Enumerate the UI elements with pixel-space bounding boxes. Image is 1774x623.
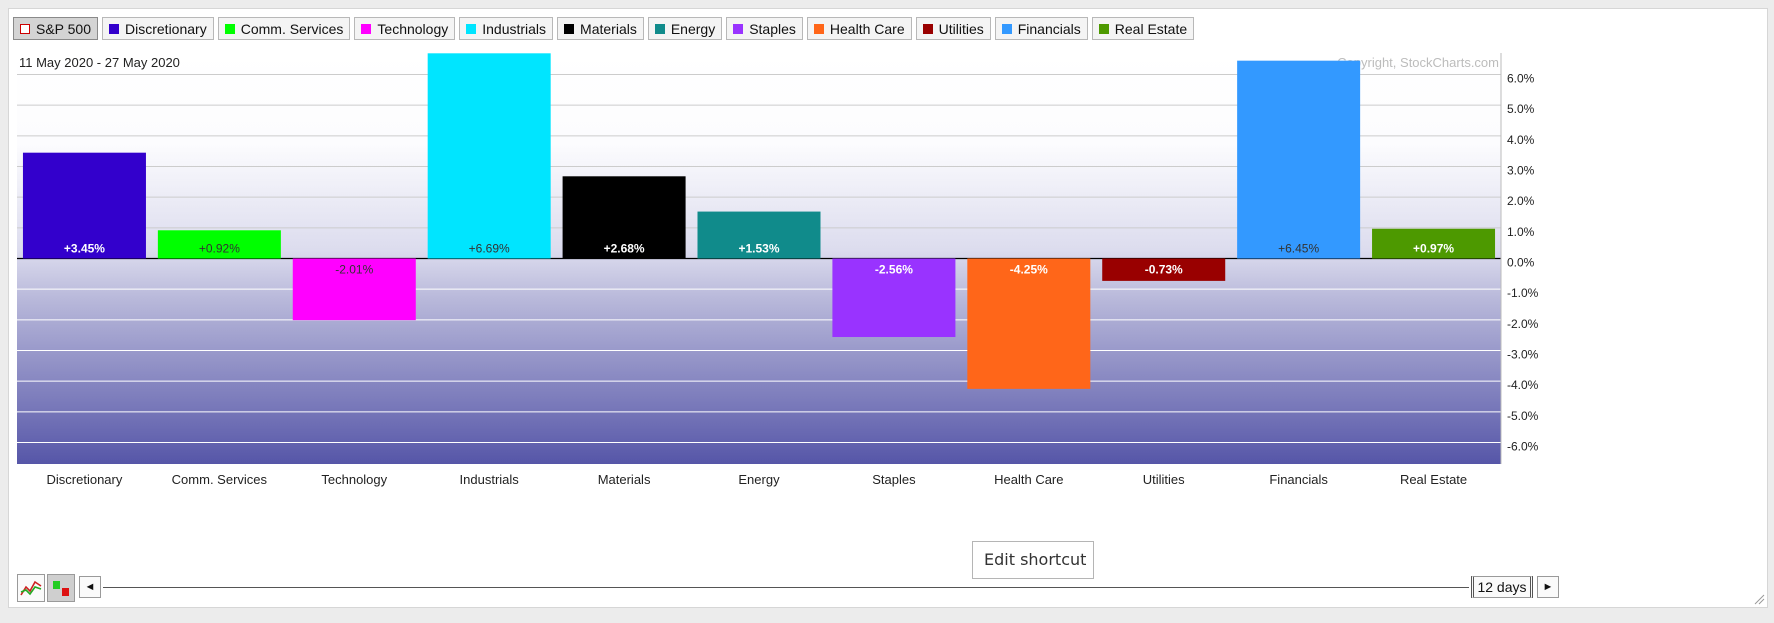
chart-frame: S&P 500 Discretionary Comm. Services Techno… bbox=[8, 8, 1768, 608]
sector-legend: S&P 500 Discretionary Comm. Services Techno… bbox=[13, 17, 1195, 41]
sector-performance-chart: 6.0% 5.0% 4.0% 3.0% 2.0% 1.0% 0.0% -1.0% -2.0% -3… bbox=[17, 53, 1539, 487]
legend-label: Comm. Services bbox=[240, 20, 344, 37]
legend-swatch-icon bbox=[466, 23, 477, 34]
legend-item-real-estate[interactable]: Real Estate bbox=[1091, 17, 1195, 40]
category-label: Health Care bbox=[994, 472, 1063, 487]
bar-discretionary bbox=[22, 152, 146, 259]
bar-value-label: +3.45% bbox=[64, 242, 105, 256]
category-label: Financials bbox=[1269, 472, 1328, 487]
legend-item-utilities[interactable]: Utilities bbox=[915, 17, 991, 40]
legend-label: Discretionary bbox=[125, 20, 207, 37]
chart-controls: ◄ 12 days ► bbox=[13, 574, 1763, 602]
legend-label: Technology bbox=[377, 20, 449, 37]
scroll-right-button[interactable]: ► bbox=[1537, 576, 1559, 598]
bar-value-label: +2.68% bbox=[604, 242, 645, 256]
y-tick-label: 1.0% bbox=[1507, 225, 1535, 239]
period-selector[interactable]: 12 days bbox=[1471, 576, 1533, 598]
legend-swatch-icon bbox=[654, 23, 665, 34]
bar-value-label: -0.73% bbox=[1145, 263, 1183, 277]
y-tick-label: 2.0% bbox=[1507, 194, 1535, 208]
category-label: Comm. Services bbox=[172, 472, 268, 487]
bar-staples bbox=[832, 258, 956, 338]
legend-swatch-icon bbox=[109, 23, 120, 34]
bar-comm-services bbox=[157, 230, 281, 259]
line-chart-toggle-icon[interactable] bbox=[17, 574, 45, 602]
legend-item-health-care[interactable]: Health Care bbox=[806, 17, 912, 40]
bar-chart-toggle-icon[interactable] bbox=[47, 574, 75, 602]
legend-item-s-p-500[interactable]: S&P 500 bbox=[13, 17, 99, 40]
category-label: Energy bbox=[738, 472, 780, 487]
category-label: Discretionary bbox=[47, 472, 123, 487]
legend-item-energy[interactable]: Energy bbox=[647, 17, 723, 40]
bar-energy bbox=[697, 211, 821, 259]
bar-value-label: -2.01% bbox=[335, 263, 373, 277]
legend-swatch-icon bbox=[1098, 23, 1109, 34]
legend-label: Real Estate bbox=[1114, 20, 1188, 37]
y-tick-label: -4.0% bbox=[1507, 378, 1539, 392]
bar-value-label: +0.92% bbox=[199, 242, 240, 256]
scroll-left-button[interactable]: ◄ bbox=[79, 576, 101, 598]
legend-swatch-icon bbox=[733, 23, 744, 34]
legend-swatch-icon bbox=[1001, 23, 1012, 34]
category-label: Utilities bbox=[1143, 472, 1185, 487]
bar-value-label: +0.97% bbox=[1413, 242, 1454, 256]
y-tick-label: 3.0% bbox=[1507, 163, 1535, 177]
y-tick-label: 4.0% bbox=[1507, 133, 1535, 147]
legend-swatch-icon bbox=[813, 23, 824, 34]
category-label: Materials bbox=[598, 472, 651, 487]
legend-label: S&P 500 bbox=[36, 20, 92, 37]
bar-utilities bbox=[1102, 258, 1226, 281]
legend-swatch-icon bbox=[224, 23, 235, 34]
category-label: Real Estate bbox=[1400, 472, 1467, 487]
bar-technology bbox=[292, 258, 416, 321]
legend-item-financials[interactable]: Financials bbox=[994, 17, 1088, 40]
y-tick-label: -1.0% bbox=[1507, 286, 1539, 300]
y-tick-label: 6.0% bbox=[1507, 71, 1535, 85]
legend-item-comm-services[interactable]: Comm. Services bbox=[217, 17, 351, 40]
legend-label: Industrials bbox=[482, 20, 547, 37]
resize-grip-icon[interactable] bbox=[1753, 593, 1765, 605]
bar-value-label: +1.53% bbox=[738, 242, 779, 256]
legend-item-industrials[interactable]: Industrials bbox=[459, 17, 554, 40]
bar-financials bbox=[1237, 60, 1361, 259]
legend-label: Health Care bbox=[829, 20, 905, 37]
copyright-text: Copyright, StockCharts.com bbox=[1337, 55, 1499, 70]
legend-item-staples[interactable]: Staples bbox=[726, 17, 803, 40]
y-tick-label: 5.0% bbox=[1507, 102, 1535, 116]
legend-swatch-icon bbox=[20, 23, 30, 34]
legend-label: Financials bbox=[1017, 20, 1081, 37]
legend-label: Materials bbox=[580, 20, 637, 37]
timeline-slider-track[interactable] bbox=[103, 587, 1469, 588]
legend-swatch-icon bbox=[922, 23, 933, 34]
category-label: Industrials bbox=[460, 472, 520, 487]
y-tick-label: -2.0% bbox=[1507, 317, 1539, 331]
bar-value-label: +6.69% bbox=[469, 242, 510, 256]
legend-swatch-icon bbox=[564, 23, 575, 34]
legend-item-discretionary[interactable]: Discretionary bbox=[102, 17, 214, 40]
bar-real-estate bbox=[1372, 228, 1496, 259]
bar-industrials bbox=[427, 53, 551, 259]
legend-label: Utilities bbox=[938, 20, 984, 37]
y-tick-label: -3.0% bbox=[1507, 348, 1539, 362]
date-range: 11 May 2020 - 27 May 2020 bbox=[19, 55, 180, 70]
bar-value-label: +6.45% bbox=[1278, 242, 1319, 256]
bar-value-label: -2.56% bbox=[875, 263, 913, 277]
legend-label: Staples bbox=[749, 20, 796, 37]
category-label: Staples bbox=[872, 472, 916, 487]
bar-materials bbox=[562, 176, 686, 259]
legend-swatch-icon bbox=[361, 23, 372, 34]
legend-label: Energy bbox=[670, 20, 716, 37]
y-tick-label: 0.0% bbox=[1507, 256, 1535, 270]
category-label: Technology bbox=[321, 472, 387, 487]
bar-value-label: -4.25% bbox=[1010, 263, 1048, 277]
bar-health-care bbox=[967, 258, 1091, 389]
y-tick-label: -6.0% bbox=[1507, 440, 1539, 454]
edit-shortcut-tooltip: Edit shortcut bbox=[972, 541, 1094, 579]
y-tick-label: -5.0% bbox=[1507, 409, 1539, 423]
legend-item-technology[interactable]: Technology bbox=[354, 17, 456, 40]
legend-item-materials[interactable]: Materials bbox=[557, 17, 644, 40]
